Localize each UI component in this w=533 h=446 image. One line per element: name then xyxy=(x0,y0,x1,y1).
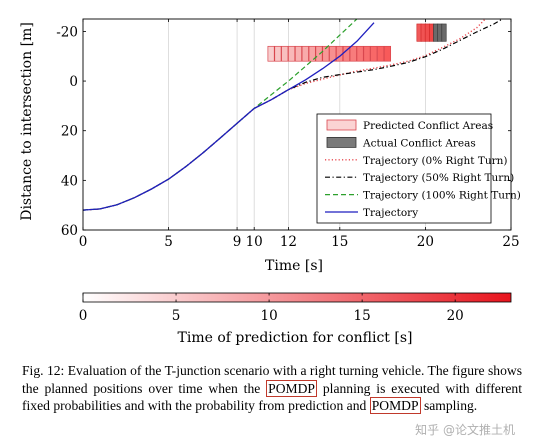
x-tick-label-0: 0 xyxy=(79,234,88,250)
predicted-conflict-area xyxy=(301,45,309,62)
predicted-conflict-area xyxy=(377,45,385,62)
actual-conflict-area xyxy=(424,23,430,42)
predicted-conflict-area xyxy=(363,45,371,62)
x-tick-label-7: 25 xyxy=(502,234,519,250)
predicted-conflict-area xyxy=(274,45,282,62)
caption-term-pomdp-2: POMDP xyxy=(369,397,421,414)
y-tick-label-0: -20 xyxy=(56,24,78,40)
actual-conflict-area xyxy=(429,23,435,42)
y-axis-label: Distance to intersection [m] xyxy=(19,22,35,221)
caption-text-2: planning is executed with different fixe… xyxy=(22,380,522,414)
predicted-conflict-area xyxy=(288,45,296,62)
legend-label-series-2: Trajectory (100% Right Turn) xyxy=(363,190,521,202)
y-tick-label-3: 40 xyxy=(61,173,78,189)
y-tick-label-2: 20 xyxy=(61,124,78,140)
predicted-conflict-area xyxy=(308,45,316,62)
legend-label-series-1: Trajectory (50% Right Turn) xyxy=(363,172,514,184)
predicted-conflict-area xyxy=(322,45,330,62)
predicted-conflict-area xyxy=(267,45,275,62)
colorbar-tick-label-4: 20 xyxy=(447,308,464,324)
legend-label-predicted: Predicted Conflict Areas xyxy=(363,120,493,132)
plot-frame xyxy=(82,18,512,231)
caption-text-3: sampling. xyxy=(420,398,478,413)
colorbar-tick-label-1: 5 xyxy=(172,308,181,324)
legend-swatch-predicted xyxy=(326,119,357,131)
colorbar-tick-label-0: 0 xyxy=(79,308,88,324)
y-tick-label-1: 0 xyxy=(69,74,78,90)
x-tick-label-2: 9 xyxy=(233,234,242,250)
x-axis-label: Time [s] xyxy=(265,258,323,274)
x-tick-label-1: 5 xyxy=(164,234,173,250)
legend-box xyxy=(316,113,492,224)
colorbar-tick-label-3: 15 xyxy=(354,308,371,324)
actual-conflict-area xyxy=(437,23,443,42)
watermark: 知乎 @论文推土机 xyxy=(415,423,515,437)
colorbar-label: Time of prediction for conflict [s] xyxy=(178,330,413,346)
actual-conflict-area xyxy=(420,23,426,42)
actual-conflict-area xyxy=(416,23,422,42)
predicted-conflict-area xyxy=(356,45,364,62)
x-tick-label-5: 15 xyxy=(331,234,348,250)
colorbar xyxy=(82,292,512,303)
legend-label-actual: Actual Conflict Areas xyxy=(362,137,476,149)
caption-text-1: Fig. 12: Evaluation of the T-junction sc… xyxy=(22,363,522,396)
x-tick-label-4: 12 xyxy=(280,234,297,250)
legend-label-series-3: Trajectory xyxy=(363,207,418,219)
x-tick-label-3: 10 xyxy=(246,234,263,250)
predicted-conflict-area xyxy=(281,45,289,62)
y-tick-label-4: 60 xyxy=(61,223,78,239)
predicted-conflict-area xyxy=(383,45,392,62)
predicted-conflict-area xyxy=(349,45,357,62)
colorbar-tick-label-2: 10 xyxy=(260,308,277,324)
legend-swatch-actual xyxy=(326,136,357,148)
x-tick-label-6: 20 xyxy=(417,234,434,250)
figure-caption: Fig. 12: Evaluation of the T-junction sc… xyxy=(22,362,522,415)
legend-label-series-0: Trajectory (0% Right Turn) xyxy=(363,155,508,167)
predicted-conflict-area xyxy=(294,45,302,62)
actual-conflict-area xyxy=(433,23,439,42)
series-line-3 xyxy=(83,22,375,211)
predicted-conflict-area xyxy=(370,45,378,62)
caption-term-pomdp-1: POMDP xyxy=(266,379,317,397)
actual-conflict-area xyxy=(441,23,447,42)
